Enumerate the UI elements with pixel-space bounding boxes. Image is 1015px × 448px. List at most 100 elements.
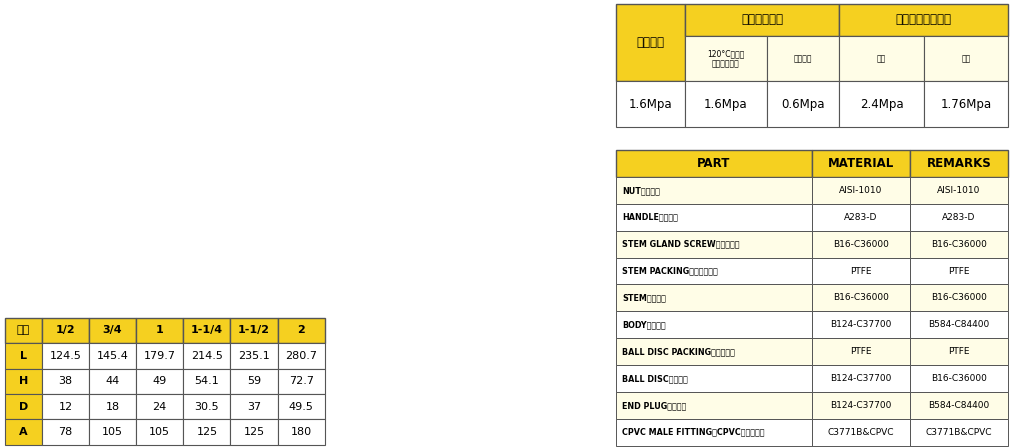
Bar [616, 258, 812, 284]
Bar [136, 394, 184, 419]
Bar [230, 419, 278, 445]
Text: PTFE: PTFE [851, 267, 872, 276]
Text: 54.1: 54.1 [195, 376, 219, 386]
Text: 1.76Mpa: 1.76Mpa [940, 98, 992, 111]
Bar [909, 392, 1008, 419]
Bar [812, 284, 909, 311]
Text: 0.6Mpa: 0.6Mpa [782, 98, 825, 111]
Bar [616, 311, 812, 338]
Text: 235.1: 235.1 [239, 351, 270, 361]
Bar [278, 318, 325, 343]
Text: 試驗壓力（水壓）: 試驗壓力（水壓） [895, 13, 952, 26]
Bar [767, 82, 839, 127]
Bar [909, 338, 1008, 365]
Bar [812, 231, 909, 258]
Bar [230, 369, 278, 394]
Bar [909, 258, 1008, 284]
Text: 1: 1 [156, 325, 163, 336]
Bar [184, 318, 230, 343]
Bar [616, 392, 812, 419]
Text: 214.5: 214.5 [191, 351, 223, 361]
Text: CPVC MALE FITTING（CPVC外牙接頭）: CPVC MALE FITTING（CPVC外牙接頭） [622, 428, 764, 437]
Bar [278, 343, 325, 369]
Text: B16-C36000: B16-C36000 [833, 240, 889, 249]
Text: 2: 2 [297, 325, 306, 336]
Text: 59: 59 [247, 376, 261, 386]
Text: A283-D: A283-D [844, 213, 878, 222]
Text: 78: 78 [58, 427, 72, 437]
Bar [136, 318, 184, 343]
Text: 145.4: 145.4 [96, 351, 129, 361]
Text: 閥座: 閥座 [961, 54, 970, 64]
Text: 280.7: 280.7 [285, 351, 318, 361]
Text: 18: 18 [106, 402, 120, 412]
Bar [230, 394, 278, 419]
Bar [909, 365, 1008, 392]
Text: H: H [19, 376, 28, 386]
Text: B584-C84400: B584-C84400 [929, 320, 990, 329]
Bar [685, 4, 839, 36]
Bar [184, 394, 230, 419]
Text: D: D [19, 402, 28, 412]
Bar [5, 318, 42, 343]
Text: PTFE: PTFE [948, 267, 969, 276]
Text: 30.5: 30.5 [195, 402, 219, 412]
Text: C3771B&CPVC: C3771B&CPVC [827, 428, 894, 437]
Bar [278, 419, 325, 445]
Text: 1.6Mpa: 1.6Mpa [704, 98, 748, 111]
Text: 179.7: 179.7 [144, 351, 176, 361]
Bar [42, 369, 89, 394]
Text: BODY（本體）: BODY（本體） [622, 320, 666, 329]
Text: B124-C37700: B124-C37700 [830, 401, 891, 410]
Bar [909, 204, 1008, 231]
Bar [616, 284, 812, 311]
Text: PTFE: PTFE [851, 347, 872, 356]
Text: 3/4: 3/4 [103, 325, 123, 336]
Text: 125: 125 [196, 427, 217, 437]
Text: B16-C36000: B16-C36000 [833, 293, 889, 302]
Bar [616, 338, 812, 365]
Bar [5, 343, 42, 369]
Text: 1-1/4: 1-1/4 [191, 325, 223, 336]
Text: B16-C36000: B16-C36000 [931, 374, 987, 383]
Bar [616, 231, 812, 258]
Text: 24: 24 [152, 402, 166, 412]
Text: PTFE: PTFE [948, 347, 969, 356]
Bar [616, 82, 685, 127]
Text: 公稱壓力: 公稱壓力 [636, 36, 665, 49]
Bar [5, 369, 42, 394]
Bar [767, 36, 839, 82]
Bar [924, 36, 1008, 82]
Text: STEM GLAND SCREW（壓止塞）: STEM GLAND SCREW（壓止塞） [622, 240, 740, 249]
Text: MATERIAL: MATERIAL [828, 157, 894, 170]
Bar [909, 231, 1008, 258]
Text: B124-C37700: B124-C37700 [830, 320, 891, 329]
Text: 124.5: 124.5 [50, 351, 81, 361]
Bar [685, 36, 767, 82]
Bar [909, 311, 1008, 338]
Text: 飽和蠢汽: 飽和蠢汽 [794, 54, 812, 64]
Bar [5, 394, 42, 419]
Text: STEM PACKING（心軸迫緊）: STEM PACKING（心軸迫緊） [622, 267, 718, 276]
Text: 72.7: 72.7 [288, 376, 314, 386]
Text: AISI-1010: AISI-1010 [937, 186, 980, 195]
Bar [89, 369, 136, 394]
Text: 44: 44 [106, 376, 120, 386]
Text: 125: 125 [244, 427, 265, 437]
Bar [616, 4, 685, 82]
Bar [812, 258, 909, 284]
Bar [278, 394, 325, 419]
Bar [812, 365, 909, 392]
Text: 1.6Mpa: 1.6Mpa [628, 98, 672, 111]
Bar [184, 419, 230, 445]
Text: 49: 49 [152, 376, 166, 386]
Text: A283-D: A283-D [942, 213, 975, 222]
Bar [812, 177, 909, 204]
Bar [42, 343, 89, 369]
Text: B124-C37700: B124-C37700 [830, 374, 891, 383]
Text: A: A [19, 427, 27, 437]
Text: B16-C36000: B16-C36000 [931, 240, 987, 249]
Bar [42, 394, 89, 419]
Bar [909, 284, 1008, 311]
Text: 38: 38 [58, 376, 72, 386]
